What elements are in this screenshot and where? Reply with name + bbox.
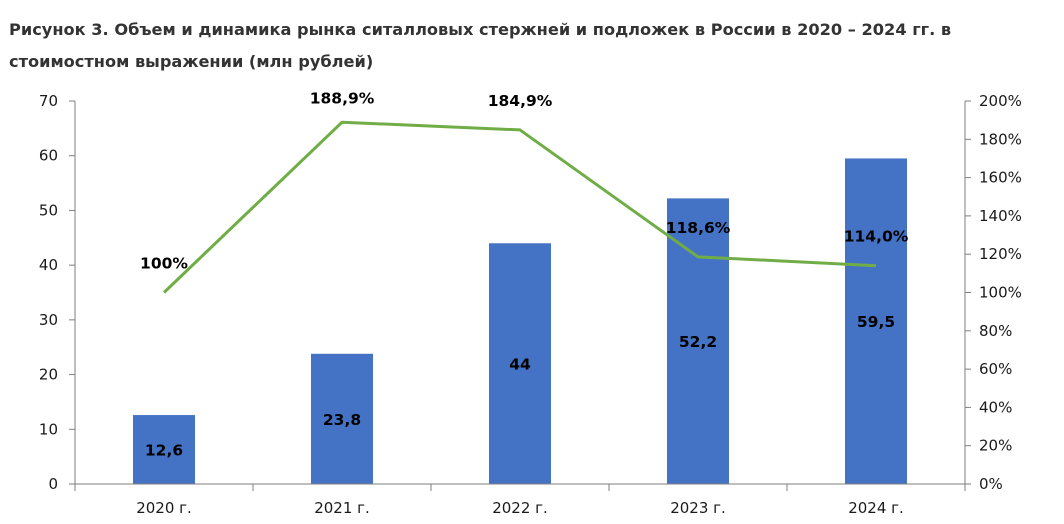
x-tick-label: 2021 г. bbox=[314, 499, 370, 517]
bar-data-label: 52,2 bbox=[679, 333, 717, 351]
chart-title: Рисунок 3. Объем и динамика рынка ситалл… bbox=[9, 14, 1059, 78]
line-data-label: 114,0% bbox=[844, 228, 909, 246]
right-tick-label: 40% bbox=[979, 398, 1012, 416]
left-tick-label: 10 bbox=[39, 420, 58, 438]
right-tick-label: 180% bbox=[979, 130, 1022, 148]
bar-2 bbox=[311, 353, 373, 484]
right-tick-label: 200% bbox=[979, 92, 1022, 110]
bar-data-label: 59,5 bbox=[857, 313, 895, 331]
bar-1 bbox=[133, 415, 195, 484]
bar-4 bbox=[667, 198, 729, 485]
line-data-label: 100% bbox=[140, 255, 188, 273]
right-tick-label: 60% bbox=[979, 360, 1012, 378]
line-data-label: 118,6% bbox=[666, 219, 731, 237]
left-tick-label: 0 bbox=[48, 475, 58, 493]
bar-data-label: 23,8 bbox=[323, 411, 361, 429]
chart-title-line1: Рисунок 3. Объем и динамика рынка ситалл… bbox=[9, 20, 952, 39]
bar-5 bbox=[845, 158, 907, 484]
line-data-label: 188,9% bbox=[310, 89, 375, 107]
bar-data-label: 12,6 bbox=[145, 442, 183, 460]
right-tick-label: 160% bbox=[979, 169, 1022, 187]
bar-data-label: 44 bbox=[509, 356, 531, 374]
x-tick-label: 2024 г. bbox=[848, 499, 904, 517]
left-tick-label: 20 bbox=[39, 366, 58, 384]
right-tick-label: 0% bbox=[979, 475, 1003, 493]
chart-title-line2: стоимостном выражении (млн рублей) bbox=[9, 52, 374, 71]
growth-line bbox=[162, 120, 877, 294]
x-tick-label: 2022 г. bbox=[492, 499, 548, 517]
left-tick-label: 30 bbox=[39, 311, 58, 329]
left-tick-label: 70 bbox=[39, 92, 58, 110]
right-tick-label: 140% bbox=[979, 207, 1022, 225]
line-data-label: 184,9% bbox=[488, 92, 553, 110]
left-tick-label: 40 bbox=[39, 256, 58, 274]
right-tick-label: 120% bbox=[979, 245, 1022, 263]
left-tick-label: 50 bbox=[39, 201, 58, 219]
right-tick-label: 20% bbox=[979, 437, 1012, 455]
right-tick-label: 100% bbox=[979, 284, 1022, 302]
x-tick-label: 2023 г. bbox=[670, 499, 726, 517]
bar-3 bbox=[489, 243, 551, 484]
right-tick-label: 80% bbox=[979, 322, 1012, 340]
x-tick-label: 2020 г. bbox=[136, 499, 192, 517]
left-tick-label: 60 bbox=[39, 147, 58, 165]
